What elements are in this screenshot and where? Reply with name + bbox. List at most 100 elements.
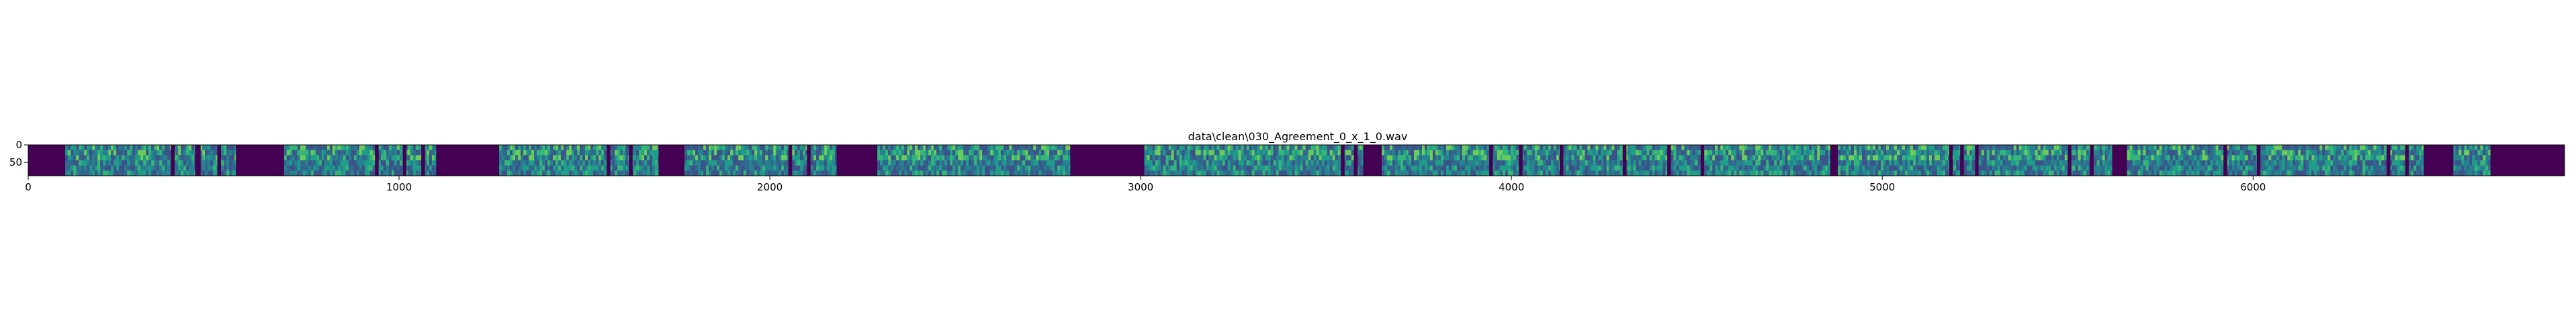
spectrogram-cell xyxy=(1502,145,1505,151)
spectrogram-cell xyxy=(2365,170,2368,176)
spectrogram-cell xyxy=(1867,155,1870,161)
spectrogram-cell xyxy=(1611,170,1615,176)
spectrogram-cell xyxy=(2010,165,2014,171)
spectrogram-cell xyxy=(1165,145,1169,151)
spectrogram-cell xyxy=(1497,165,1500,171)
spectrogram-cell xyxy=(313,155,316,161)
spectrogram-cell xyxy=(2271,160,2274,166)
spectrogram-cell xyxy=(1182,150,1185,156)
spectrogram-cell xyxy=(148,160,152,166)
spectrogram-cell xyxy=(1157,170,1161,176)
spectrogram-cell xyxy=(1534,150,1538,156)
spectrogram-cell xyxy=(1766,155,1769,161)
spectrogram-cell xyxy=(1348,170,1351,176)
spectrogram-cell xyxy=(332,170,335,176)
spectrogram-cell xyxy=(191,170,195,176)
spectrogram-cell xyxy=(1558,145,1560,151)
spectrogram-cell xyxy=(2110,170,2113,176)
spectrogram-cell xyxy=(816,150,819,156)
spectrogram-cell xyxy=(2263,165,2266,171)
spectrogram-cell xyxy=(1769,160,1772,166)
spectrogram-cell xyxy=(2368,160,2371,166)
spectrogram-cell xyxy=(909,155,913,161)
spectrogram-cell xyxy=(1523,165,1527,171)
spectrogram-cell xyxy=(502,160,505,166)
spectrogram-cell xyxy=(138,170,141,176)
spectrogram-cell xyxy=(1880,150,1883,156)
spectrogram-cell xyxy=(1638,150,1642,156)
spectrogram-cell xyxy=(1851,160,1854,166)
spectrogram-cell xyxy=(539,165,543,171)
spectrogram-cell xyxy=(2365,165,2368,171)
spectrogram-cell xyxy=(760,165,763,171)
spectrogram-cell xyxy=(915,155,918,161)
spectrogram-cell xyxy=(391,155,394,161)
spectrogram-cell xyxy=(216,160,219,166)
spectrogram-cell xyxy=(1033,160,1036,166)
spectrogram-cell xyxy=(1254,165,1257,171)
spectrogram-cell xyxy=(426,145,429,151)
spectrogram-cell xyxy=(1198,155,1201,161)
spectrogram-cell xyxy=(1001,145,1004,151)
spectrogram-cell xyxy=(1966,165,1969,171)
spectrogram-cell xyxy=(1837,165,1840,171)
spectrogram-cell xyxy=(1684,160,1687,166)
spectrogram-cell xyxy=(1068,145,1071,151)
spectrogram-cell xyxy=(2403,150,2406,156)
spectrogram-cell xyxy=(1467,145,1470,151)
spectrogram-cell xyxy=(1603,165,1607,171)
spectrogram-cell xyxy=(2354,145,2358,151)
spectrogram-cell xyxy=(1478,165,1481,171)
spectrogram-cell xyxy=(526,160,529,166)
spectrogram-cell xyxy=(377,150,381,156)
spectrogram-cell xyxy=(757,170,760,176)
spectrogram-cell xyxy=(434,150,437,156)
spectrogram-cell xyxy=(926,160,929,166)
spectrogram-cell xyxy=(636,155,639,161)
spectrogram-cell xyxy=(1225,170,1228,176)
spectrogram-cell xyxy=(1270,145,1274,151)
spectrogram-cell xyxy=(1068,155,1071,161)
spectrogram-cell xyxy=(2016,145,2019,151)
spectrogram-cell xyxy=(1582,145,1585,151)
spectrogram-cell xyxy=(386,155,389,161)
spectrogram-cell xyxy=(1782,155,1785,161)
spectrogram-cell xyxy=(730,170,734,176)
spectrogram-cell xyxy=(208,150,211,156)
spectrogram-cell xyxy=(529,145,532,151)
spectrogram-cell xyxy=(1657,155,1660,161)
spectrogram-cell xyxy=(162,170,165,176)
spectrogram-cell xyxy=(1853,155,1857,161)
spectrogram-cell xyxy=(768,155,771,161)
spectrogram-cell xyxy=(1173,160,1177,166)
spectrogram-cell xyxy=(2021,165,2025,171)
spectrogram-cell xyxy=(2268,145,2272,151)
spectrogram-cell xyxy=(1728,160,1732,166)
spectrogram-cell xyxy=(1689,165,1693,171)
spectrogram-cell xyxy=(76,170,79,176)
spectrogram-cell xyxy=(1720,170,1724,176)
spectrogram-cell xyxy=(1798,150,1802,156)
spectrogram-cell xyxy=(1494,150,1497,156)
spectrogram-cell xyxy=(1030,145,1034,151)
spectrogram-cell xyxy=(111,150,114,156)
spectrogram-cell xyxy=(2207,165,2211,171)
spectrogram-cell xyxy=(1790,155,1793,161)
spectrogram-cell xyxy=(920,145,924,151)
spectrogram-cell xyxy=(2226,145,2229,151)
spectrogram-cell xyxy=(1049,155,1053,161)
spectrogram-cell xyxy=(1750,155,1753,161)
spectrogram-cell xyxy=(165,170,168,176)
spectrogram-cell xyxy=(2199,150,2203,156)
spectrogram-cell xyxy=(1515,150,1519,156)
spectrogram-cell xyxy=(698,155,701,161)
spectrogram-cell xyxy=(765,170,768,176)
spectrogram-cell xyxy=(2018,155,2022,161)
spectrogram-cell xyxy=(1576,150,1580,156)
spectrogram-cell xyxy=(1752,160,1756,166)
spectrogram-cell xyxy=(68,155,71,161)
spectrogram-cell xyxy=(1654,165,1658,171)
spectrogram-cell xyxy=(1848,160,1851,166)
spectrogram-cell xyxy=(1644,160,1647,166)
spectrogram-cell xyxy=(1531,170,1535,176)
